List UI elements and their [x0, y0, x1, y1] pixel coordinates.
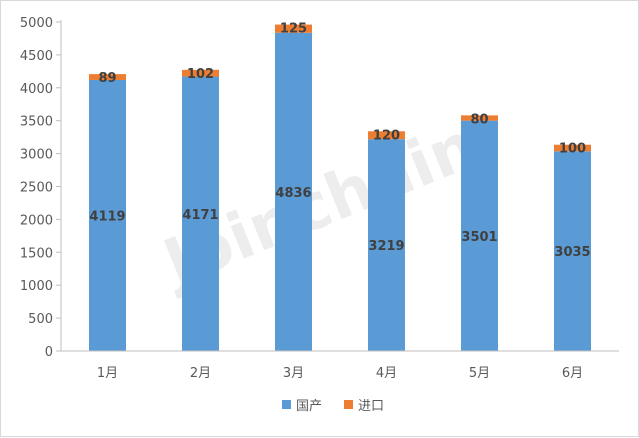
bar-domestic [182, 76, 219, 351]
x-tick-label: 3月 [283, 366, 304, 381]
legend-label: 国产 [296, 399, 322, 414]
x-tick-label: 2月 [190, 366, 211, 381]
bar-domestic [89, 79, 126, 352]
data-label: 4836 [275, 186, 311, 201]
bars: 4119 89 4171 102 4836 125 3219 120 3501 80 3035 100 [89, 22, 591, 352]
bar-domestic [554, 151, 591, 351]
y-axis: 0 500 1000 1500 2000 2500 3000 3500 4000 4500 5000 [20, 16, 62, 360]
x-axis: 1月 2月 3月 4月 5月 6月 [61, 350, 619, 381]
legend: 国产 进口 [282, 399, 384, 414]
y-tick-label: 2500 [20, 181, 53, 196]
y-tick-label: 1500 [20, 246, 53, 261]
y-tick-label: 5000 [20, 16, 53, 31]
y-tick-label: 3500 [20, 115, 53, 130]
data-label: 89 [98, 71, 116, 86]
bar-import [275, 24, 312, 33]
x-tick-label: 6月 [562, 366, 583, 381]
bar-import [368, 131, 405, 140]
data-label: 3035 [554, 245, 590, 260]
y-tick-label: 3000 [20, 148, 53, 163]
y-tick-label: 2000 [20, 213, 53, 228]
data-label: 3501 [461, 230, 497, 245]
bar-domestic [368, 139, 405, 351]
bar-domestic [461, 120, 498, 351]
data-label: 100 [559, 142, 586, 157]
legend-swatch [282, 400, 291, 409]
y-tick-label: 1000 [20, 279, 53, 294]
data-label: 4171 [182, 208, 218, 223]
data-label: 102 [187, 67, 214, 82]
data-label: 80 [470, 112, 488, 127]
data-label: 125 [280, 22, 307, 37]
y-tick-label: 0 [45, 345, 53, 360]
x-tick-label: 4月 [376, 366, 397, 381]
bar-domestic [275, 32, 312, 351]
bar-import [461, 115, 498, 121]
y-tick-label: 4500 [20, 49, 53, 64]
data-label: 120 [373, 128, 400, 143]
data-label: 3219 [368, 239, 404, 254]
bar-import [89, 74, 126, 80]
legend-label: 进口 [358, 399, 384, 414]
x-tick-label: 1月 [97, 366, 118, 381]
y-tick-label: 4000 [20, 82, 53, 97]
x-tick-label: 5月 [469, 366, 490, 381]
legend-swatch [344, 400, 353, 409]
y-tick-label: 500 [28, 312, 53, 327]
bar-import [554, 144, 591, 152]
bar-import [182, 69, 219, 77]
data-label: 4119 [89, 209, 125, 224]
